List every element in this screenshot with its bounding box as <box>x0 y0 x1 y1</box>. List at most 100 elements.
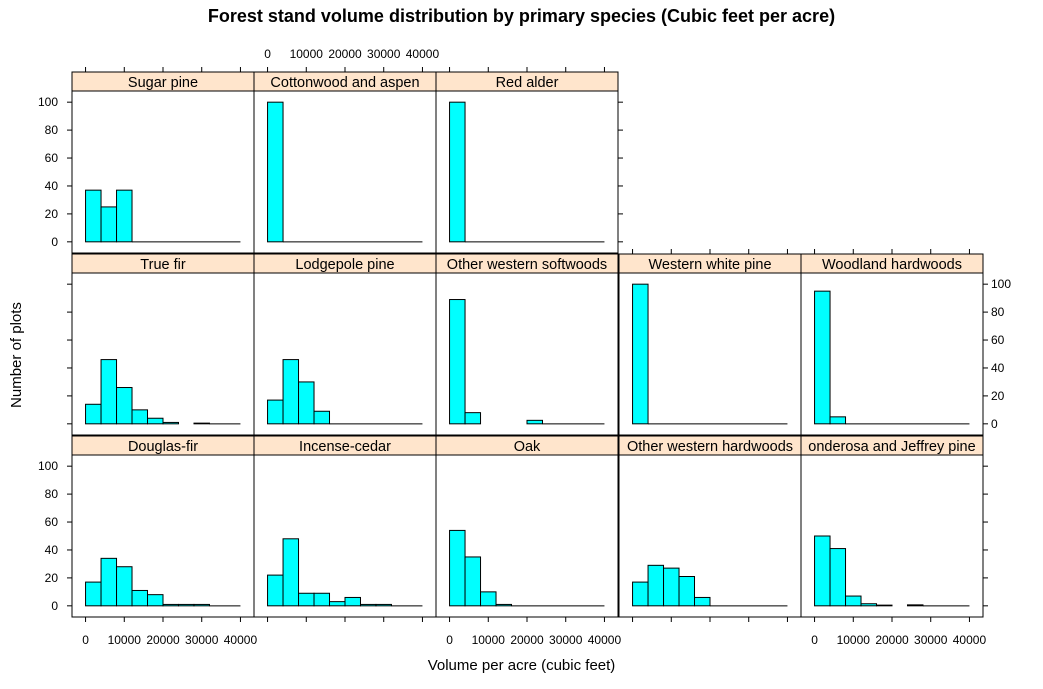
bar-true-fir-1 <box>100 359 118 425</box>
strip-label-lodgepole-pine: Lodgepole pine <box>295 257 394 273</box>
y-tick-label-right-r1-0: 0 <box>991 417 998 431</box>
x-tick-label-bottom-c4-0: 0 <box>811 633 818 647</box>
bar-oak-1 <box>464 556 482 607</box>
bar-other-western-softwoods-0 <box>449 299 466 425</box>
bar-other-western-hardwoods-3 <box>678 576 696 607</box>
x-tick-label-bottom-c4-4: 40000 <box>953 633 987 647</box>
bar-incense-cedar-1 <box>282 538 300 607</box>
strip-label-onderosa-and-jeffrey-pine: onderosa and Jeffrey pine <box>808 439 975 455</box>
x-tick-label-bottom-c4-1: 10000 <box>837 633 871 647</box>
bar-onderosa-and-jeffrey-pine-6 <box>906 604 924 607</box>
strip-label-other-western-softwoods: Other western softwoods <box>447 257 607 273</box>
bar-other-western-hardwoods-1 <box>647 564 665 607</box>
x-tick-label-top-c1-2: 20000 <box>328 47 362 61</box>
bar-other-western-hardwoods-2 <box>663 567 680 607</box>
x-tick-label-top-c1-3: 30000 <box>367 47 401 61</box>
panel-frame-woodland-hardwoods <box>800 272 984 436</box>
bar-other-western-softwoods-1 <box>464 412 482 425</box>
strip-label-douglas-fir: Douglas-fir <box>128 439 198 455</box>
x-tick-label-bottom-c0-1: 10000 <box>108 633 142 647</box>
bar-sugar-pine-0 <box>85 189 102 243</box>
bar-western-white-pine-0 <box>632 283 649 425</box>
y-tick-label-left-r2-4: 80 <box>45 487 59 501</box>
y-tick-label-left-r0-3: 60 <box>45 151 59 165</box>
strip-label-sugar-pine: Sugar pine <box>128 75 198 91</box>
bar-onderosa-and-jeffrey-pine-1 <box>829 548 847 607</box>
chart-title: Forest stand volume distribution by prim… <box>207 6 836 26</box>
x-tick-label-bottom-c2-0: 0 <box>446 633 453 647</box>
bar-sugar-pine-2 <box>116 189 133 243</box>
x-tick-label-top-c1-4: 40000 <box>406 47 440 61</box>
bar-red-alder-0 <box>449 101 466 243</box>
bar-douglas-fir-0 <box>85 581 102 607</box>
strip-label-oak: Oak <box>514 439 541 455</box>
y-tick-label-left-r2-1: 20 <box>45 571 59 585</box>
bar-incense-cedar-3 <box>313 592 331 607</box>
strip-label-cottonwood-and-aspen: Cottonwood and aspen <box>270 75 419 91</box>
bar-sugar-pine-1 <box>100 206 118 243</box>
y-tick-label-right-r1-3: 60 <box>991 333 1005 347</box>
y-tick-label-left-r2-3: 60 <box>45 515 59 529</box>
strip-label-other-western-hardwoods: Other western hardwoods <box>627 439 793 455</box>
bar-douglas-fir-5 <box>162 603 179 607</box>
bar-lodgepole-pine-0 <box>267 399 284 425</box>
y-tick-label-left-r0-0: 0 <box>51 235 58 249</box>
y-tick-label-left-r0-4: 80 <box>45 123 59 137</box>
x-tick-label-bottom-c4-3: 30000 <box>914 633 948 647</box>
y-tick-label-left-r0-5: 100 <box>38 95 58 109</box>
strip-label-true-fir: True fir <box>140 257 186 273</box>
y-tick-label-left-r0-1: 20 <box>45 207 59 221</box>
bar-oak-3 <box>495 603 513 607</box>
bar-oak-0 <box>449 529 466 607</box>
bar-onderosa-and-jeffrey-pine-0 <box>814 535 831 607</box>
x-tick-label-top-c1-1: 10000 <box>290 47 324 61</box>
bar-true-fir-2 <box>116 387 133 425</box>
bar-woodland-hardwoods-1 <box>829 416 847 425</box>
y-tick-label-left-r2-5: 100 <box>38 459 58 473</box>
bar-douglas-fir-3 <box>131 589 149 607</box>
x-tick-label-top-c1-0: 0 <box>264 47 271 61</box>
bar-douglas-fir-4 <box>147 594 164 607</box>
x-tick-label-bottom-c2-3: 30000 <box>549 633 583 647</box>
x-tick-label-bottom-c0-2: 20000 <box>146 633 180 647</box>
strip-label-incense-cedar: Incense-cedar <box>299 439 391 455</box>
y-tick-label-left-r0-2: 40 <box>45 179 59 193</box>
bar-woodland-hardwoods-0 <box>814 290 831 425</box>
panel-frame-red-alder <box>435 90 619 254</box>
bar-true-fir-5 <box>162 421 179 425</box>
bar-onderosa-and-jeffrey-pine-4 <box>876 604 893 607</box>
y-tick-label-right-r1-4: 80 <box>991 305 1005 319</box>
panel-frame-other-western-softwoods <box>435 272 619 436</box>
bar-onderosa-and-jeffrey-pine-2 <box>845 595 862 607</box>
y-tick-label-right-r1-5: 100 <box>991 277 1011 291</box>
bar-incense-cedar-4 <box>329 601 346 607</box>
bar-douglas-fir-7 <box>193 603 210 607</box>
bar-lodgepole-pine-2 <box>298 381 315 425</box>
y-axis-label: Number of plots <box>8 302 25 408</box>
strip-label-western-white-pine: Western white pine <box>648 257 771 273</box>
bar-incense-cedar-7 <box>375 603 392 607</box>
bar-true-fir-7 <box>193 422 210 425</box>
y-tick-label-left-r2-2: 40 <box>45 543 59 557</box>
bar-incense-cedar-5 <box>344 596 361 607</box>
strip-label-woodland-hardwoods: Woodland hardwoods <box>822 257 962 273</box>
bar-douglas-fir-6 <box>177 603 195 607</box>
y-tick-label-right-r1-1: 20 <box>991 389 1005 403</box>
x-tick-label-bottom-c2-2: 20000 <box>510 633 544 647</box>
bar-true-fir-0 <box>85 403 102 425</box>
y-tick-label-left-r2-0: 0 <box>51 599 58 613</box>
bar-other-western-hardwoods-4 <box>694 596 711 607</box>
x-tick-label-bottom-c0-3: 30000 <box>185 633 219 647</box>
bar-true-fir-3 <box>131 409 149 425</box>
y-tick-label-right-r1-2: 40 <box>991 361 1005 375</box>
bar-other-western-hardwoods-0 <box>632 581 649 607</box>
bar-douglas-fir-1 <box>100 557 118 607</box>
x-axis-label: Volume per acre (cubic feet) <box>427 657 616 674</box>
bar-other-western-softwoods-5 <box>526 419 543 425</box>
bar-incense-cedar-6 <box>359 603 377 607</box>
x-tick-label-bottom-c0-4: 40000 <box>224 633 258 647</box>
bar-cottonwood-and-aspen-0 <box>267 101 284 243</box>
bar-incense-cedar-2 <box>298 592 315 607</box>
bar-incense-cedar-0 <box>267 574 284 607</box>
